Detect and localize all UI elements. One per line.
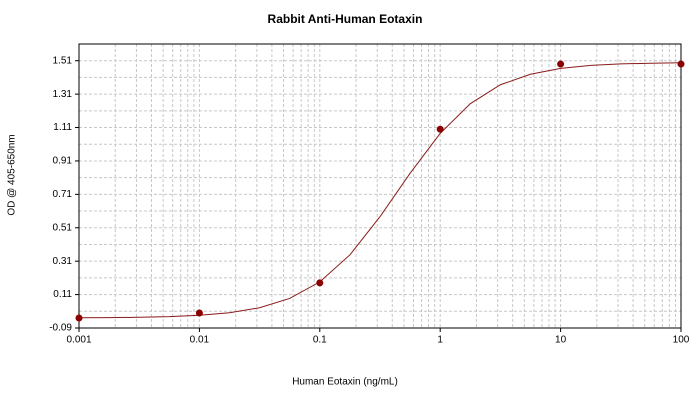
data-point: [195, 309, 203, 317]
y-tick-label: 1.51: [53, 55, 73, 66]
y-tick-label: 1.11: [53, 122, 72, 133]
fit-curve: [78, 62, 682, 319]
x-tick-label: 10: [555, 335, 567, 346]
data-point: [557, 60, 565, 68]
y-tick-label: -0.09: [49, 323, 72, 334]
y-tick-label: 0.51: [53, 222, 73, 233]
x-tick-label: 0.1: [313, 335, 327, 346]
x-tick-label: 100: [673, 335, 690, 346]
x-axis-label: Human Eotaxin (ng/mL): [292, 377, 398, 388]
y-tick-label: 0.91: [53, 156, 73, 167]
x-tick-label: 1: [437, 335, 443, 346]
y-tick-label: 0.71: [53, 189, 73, 200]
y-tick-label: 1.31: [53, 89, 73, 100]
y-axis-label: OD @ 405-650nm: [7, 134, 18, 215]
data-point: [677, 60, 685, 68]
plot-frame: [78, 43, 682, 329]
data-point: [75, 314, 83, 322]
x-tick-label: 0.001: [66, 335, 91, 346]
x-tick-label: 0.01: [190, 335, 210, 346]
y-tick-label: 0.11: [53, 289, 72, 300]
chart-title: Rabbit Anti-Human Eotaxin: [268, 12, 423, 26]
y-tick-label: 0.31: [53, 256, 73, 267]
data-point: [316, 279, 324, 287]
data-point: [436, 125, 444, 133]
